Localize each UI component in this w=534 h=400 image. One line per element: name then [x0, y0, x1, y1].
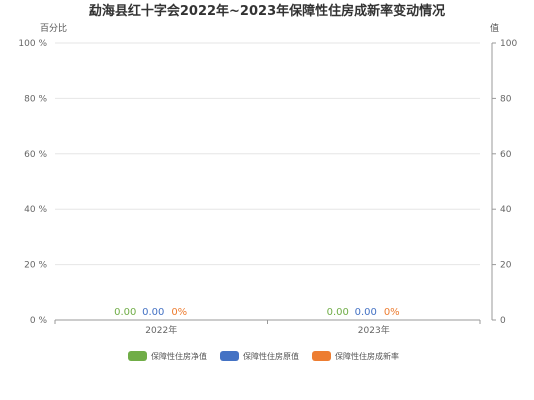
grid	[55, 42, 480, 266]
left-tick-label: 80 %	[24, 94, 47, 104]
right-tick-label: 40	[500, 205, 512, 215]
right-tick-label: 0	[500, 316, 506, 326]
data-label: 0.00	[355, 307, 377, 318]
x-tick-label: 2023年	[358, 324, 390, 336]
left-tick-label: 60 %	[24, 150, 47, 160]
legend-label: 保障性住房原值	[243, 351, 299, 361]
legend-swatch	[128, 351, 147, 361]
legend-label: 保障性住房净值	[151, 351, 207, 361]
data-label: 0.00	[114, 307, 136, 318]
left-tick-label: 20 %	[24, 261, 47, 271]
data-label: 0.00	[327, 307, 349, 318]
data-label: 0%	[171, 307, 187, 318]
data-label: 0.00	[142, 307, 164, 318]
chart-title: 勐海县红十字会2022年~2023年保障性住房成新率变动情况	[89, 3, 445, 19]
data-label: 0%	[384, 307, 400, 318]
data-labels: 0.00 0.00 0% 0.00 0.00 0%	[114, 307, 400, 318]
left-tick-label: 40 %	[24, 205, 47, 215]
legend-label: 保障性住房成新率	[335, 351, 399, 361]
legend-swatch	[312, 351, 331, 361]
axes	[54, 42, 496, 324]
left-axis-name: 百分比	[40, 22, 67, 34]
right-tick-label: 80	[500, 94, 512, 104]
legend: 保障性住房净值 保障性住房原值 保障性住房成新率	[128, 351, 399, 361]
left-tick-label: 100 %	[18, 39, 47, 49]
right-axis-name: 值	[490, 22, 499, 34]
x-tick-label: 2022年	[145, 324, 177, 336]
legend-swatch	[220, 351, 239, 361]
right-tick-label: 20	[500, 261, 512, 271]
left-tick-label: 0 %	[30, 316, 48, 326]
tick-labels: 0 % 0 20 % 20 40 % 40 60 % 60 80 % 80 100 % 100 2022…	[18, 39, 517, 336]
right-tick-label: 60	[500, 150, 512, 160]
right-tick-label: 100	[500, 39, 517, 49]
